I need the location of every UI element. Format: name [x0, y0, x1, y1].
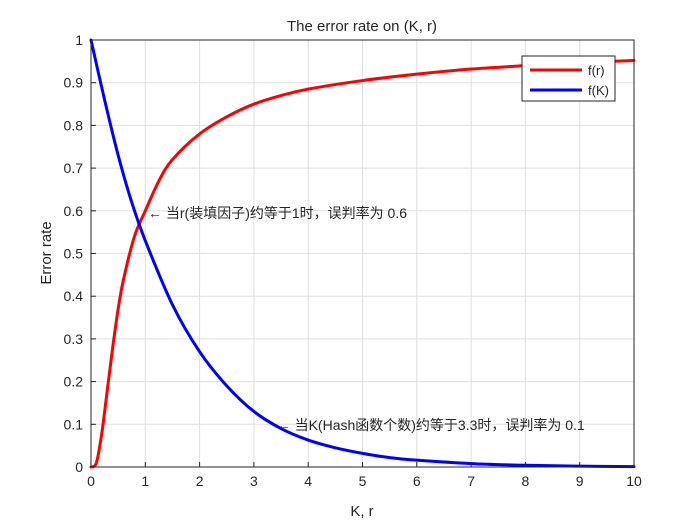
legend-label-f-k: f(K) [588, 83, 609, 98]
y-tick-label: 0.6 [64, 203, 84, 219]
legend: f(r) f(K) [521, 55, 616, 102]
y-tick-label: 0.2 [64, 374, 84, 390]
y-tick-label: 0.8 [64, 117, 84, 133]
y-tick-label: 0.4 [64, 288, 84, 304]
x-tick-label: 8 [522, 473, 530, 489]
x-tick-label: 4 [304, 473, 312, 489]
axis-ticks: 0 1 2 3 4 5 6 7 8 9 10 0 0.1 0.2 0.3 0.4 0.5 0.6 0.7 0.8 0.9… [64, 32, 642, 489]
x-tick-label: 3 [250, 473, 258, 489]
legend-box [521, 55, 616, 102]
grid [91, 40, 634, 467]
x-tick-label: 9 [576, 473, 584, 489]
x-tick-label: 2 [196, 473, 204, 489]
y-tick-label: 1 [75, 32, 83, 48]
x-axis-label: K, r [350, 503, 373, 520]
annotations: ← 当r(装填因子)约等于1时，误判率为 0.6 ← 当K(Hash函数个数)约等… [148, 205, 585, 433]
y-tick-label: 0.9 [64, 75, 84, 91]
chart-title: The error rate on (K, r) [287, 18, 437, 35]
y-axis-label: Error rate [38, 221, 55, 284]
annotation-text: ← 当K(Hash函数个数)约等于3.3时，误判率为 0.1 [277, 417, 585, 433]
x-tick-label: 1 [141, 473, 149, 489]
legend-label-f-r: f(r) [588, 63, 605, 78]
x-tick-label: 0 [87, 473, 95, 489]
y-tick-label: 0.7 [64, 160, 84, 176]
y-tick-label: 0.5 [64, 246, 84, 262]
x-tick-label: 6 [413, 473, 421, 489]
x-tick-label: 5 [359, 473, 367, 489]
x-tick-label: 10 [626, 473, 642, 489]
annotation-text: ← 当r(装填因子)约等于1时，误判率为 0.6 [148, 205, 407, 221]
y-tick-label: 0.1 [64, 416, 84, 432]
y-tick-label: 0 [75, 459, 83, 475]
y-tick-label: 0.3 [64, 331, 84, 347]
x-tick-label: 7 [467, 473, 475, 489]
series-line-f-r [89, 59, 636, 469]
